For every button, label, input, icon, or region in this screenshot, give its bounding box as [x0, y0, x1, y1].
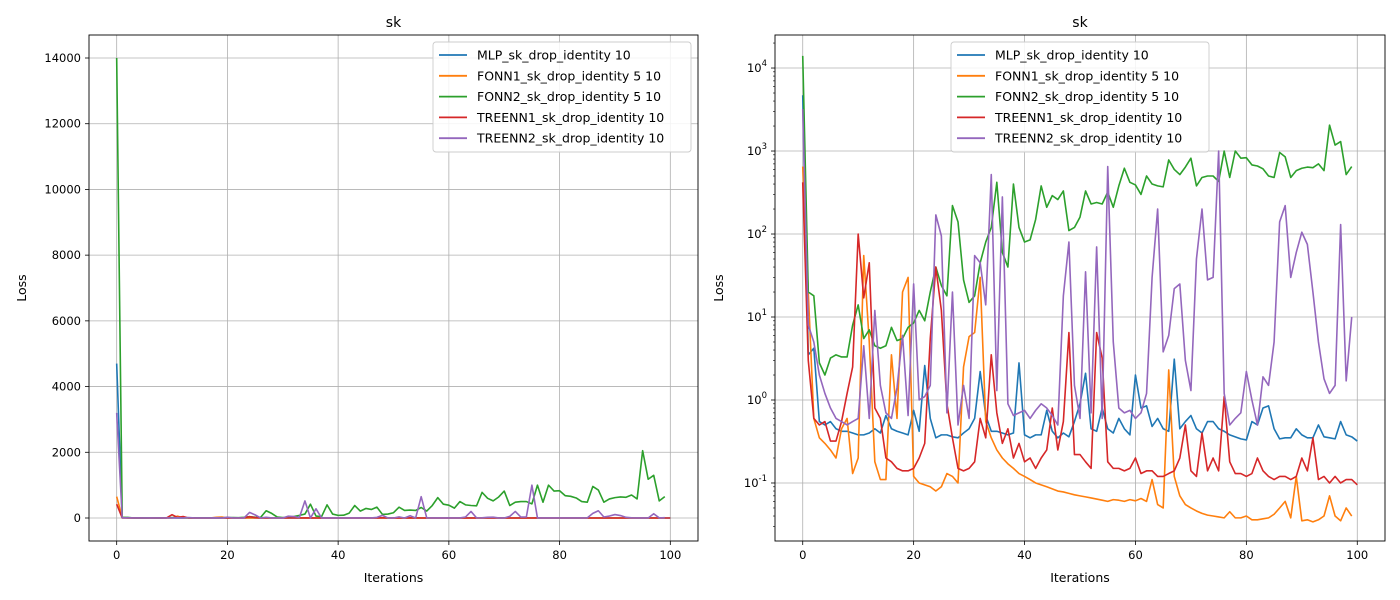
plot-frame	[88, 34, 699, 542]
legend: MLP_sk_drop_identity 10 FONN1_sk_drop_ide…	[432, 41, 692, 153]
legend: MLP_sk_drop_identity 10 FONN1_sk_drop_ide…	[950, 41, 1210, 153]
x-tick-label: 100	[659, 548, 681, 562]
x-tick-label: 0	[113, 548, 120, 562]
y-tick-label: 14000	[44, 51, 81, 65]
x-axis-label: Iterations	[364, 570, 424, 585]
chart-title: sk	[386, 15, 402, 31]
series-lines	[801, 55, 1358, 523]
chart-panel-2: 0 20 40 60 80 100 10-1 100 101 102 103 104 sk Iterati…	[711, 15, 1386, 585]
x-tick-label: 20	[220, 548, 235, 562]
y-tick-label: 2000	[52, 445, 81, 459]
y-tick-label: 100	[747, 391, 767, 407]
x-tick-label: 80	[1239, 548, 1254, 562]
x-axis-label: Iterations	[1050, 570, 1110, 585]
legend-entry: FONN1_sk_drop_identity 5 10	[995, 68, 1179, 83]
series-line-4	[115, 503, 671, 519]
plot-frame	[774, 34, 1386, 542]
x-tick-label: 40	[331, 548, 346, 562]
chart-title: sk	[1072, 15, 1088, 31]
x-tick-label: 60	[1128, 548, 1143, 562]
series-lines	[115, 57, 671, 519]
x-tick-label: 80	[552, 548, 567, 562]
series-line-2	[115, 496, 665, 519]
series-line-4	[801, 182, 1358, 486]
chart-panel-1: 0 20 40 60 80 100 0 2000 4000 6000 8000 10000 12000 1…	[14, 15, 699, 585]
series-line-3	[801, 55, 1353, 376]
x-tick-label: 20	[906, 548, 921, 562]
legend-entry: TREENN1_sk_drop_identity 10	[476, 110, 664, 125]
legend-entry: MLP_sk_drop_identity 10	[995, 48, 1149, 63]
legend-box	[432, 41, 692, 153]
y-tick-label: 102	[747, 225, 767, 241]
series-line-5	[115, 412, 665, 519]
legend-entry: MLP_sk_drop_identity 10	[477, 48, 631, 63]
y-tick-label: 10-1	[744, 474, 767, 490]
y-axis-label: Loss	[14, 274, 29, 301]
y-tick-label: 0	[74, 511, 81, 525]
legend-entry: TREENN2_sk_drop_identity 10	[994, 131, 1182, 146]
x-tick-label: 60	[442, 548, 457, 562]
series-line-5	[801, 109, 1353, 426]
y-tick-label: 104	[747, 59, 767, 75]
legend-entry: TREENN1_sk_drop_identity 10	[994, 110, 1182, 125]
y-tick-label: 101	[747, 308, 767, 324]
y-axis-label: Loss	[711, 274, 726, 301]
legend-entry: TREENN2_sk_drop_identity 10	[476, 131, 664, 146]
y-tick-label: 8000	[52, 248, 81, 262]
y-tick-label: 12000	[44, 117, 81, 131]
y-tick-label: 4000	[52, 380, 81, 394]
y-tick-label: 6000	[52, 314, 81, 328]
x-tick-label: 0	[799, 548, 806, 562]
y-tick-label: 103	[747, 142, 767, 158]
series-line-2	[801, 166, 1353, 523]
legend-entry: FONN1_sk_drop_identity 5 10	[477, 68, 661, 83]
legend-entry: FONN2_sk_drop_identity 5 10	[995, 89, 1179, 104]
legend-box	[950, 41, 1210, 153]
legend-entry: FONN2_sk_drop_identity 5 10	[477, 89, 661, 104]
x-tick-label: 40	[1017, 548, 1032, 562]
x-tick-label: 100	[1346, 548, 1368, 562]
y-tick-label: 10000	[44, 182, 81, 196]
